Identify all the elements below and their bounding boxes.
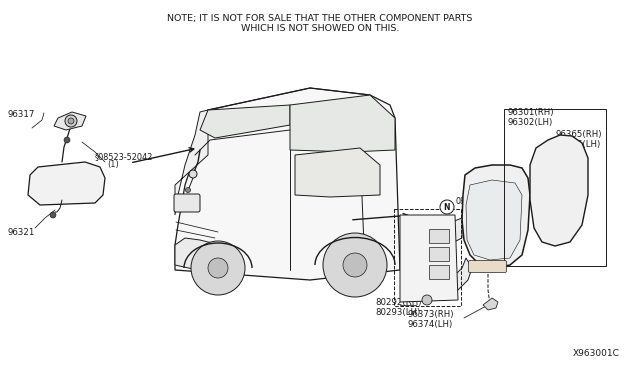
Circle shape (191, 241, 245, 295)
FancyBboxPatch shape (174, 194, 200, 212)
Polygon shape (175, 110, 208, 215)
Polygon shape (430, 218, 462, 250)
Text: 96321: 96321 (8, 228, 35, 237)
Polygon shape (175, 238, 240, 275)
Circle shape (323, 233, 387, 297)
Text: 80293(LH): 80293(LH) (375, 308, 420, 317)
Text: 96374(LH): 96374(LH) (408, 320, 453, 329)
Circle shape (65, 115, 77, 127)
Circle shape (343, 253, 367, 277)
FancyBboxPatch shape (429, 229, 449, 243)
FancyBboxPatch shape (429, 247, 449, 261)
Polygon shape (462, 165, 530, 268)
Polygon shape (295, 148, 380, 197)
FancyBboxPatch shape (429, 265, 449, 279)
Circle shape (208, 258, 228, 278)
Circle shape (422, 295, 432, 305)
Text: 96302(LH): 96302(LH) (508, 118, 553, 127)
Text: (6): (6) (463, 207, 474, 216)
Polygon shape (28, 162, 105, 205)
Text: (1): (1) (107, 160, 119, 169)
Text: 96373(RH): 96373(RH) (408, 310, 454, 319)
Text: 80292(RH): 80292(RH) (375, 298, 422, 307)
FancyBboxPatch shape (468, 260, 506, 273)
Circle shape (189, 170, 197, 178)
Polygon shape (400, 215, 458, 302)
Circle shape (50, 212, 56, 218)
Text: NOTE; IT IS NOT FOR SALE THAT THE OTHER COMPONENT PARTS: NOTE; IT IS NOT FOR SALE THAT THE OTHER … (167, 14, 473, 23)
Text: 96317: 96317 (8, 110, 35, 119)
Circle shape (440, 200, 454, 214)
Polygon shape (483, 298, 498, 310)
Polygon shape (530, 135, 588, 246)
Polygon shape (290, 95, 395, 152)
Text: 08911-1062G: 08911-1062G (455, 197, 509, 206)
Text: §08523-52042: §08523-52042 (95, 152, 154, 161)
Polygon shape (200, 105, 290, 138)
Circle shape (186, 187, 191, 192)
Circle shape (68, 118, 74, 124)
Polygon shape (54, 112, 86, 130)
Text: X963001C: X963001C (573, 349, 620, 358)
Polygon shape (175, 88, 400, 280)
Text: 96365(RH): 96365(RH) (555, 130, 602, 139)
Text: 96301(RH): 96301(RH) (508, 108, 554, 117)
Circle shape (64, 137, 70, 143)
Polygon shape (466, 180, 522, 260)
Text: 96366(LH): 96366(LH) (555, 140, 600, 149)
Polygon shape (443, 258, 472, 293)
Text: N: N (444, 202, 451, 212)
Text: WHICH IS NOT SHOWED ON THIS.: WHICH IS NOT SHOWED ON THIS. (241, 24, 399, 33)
